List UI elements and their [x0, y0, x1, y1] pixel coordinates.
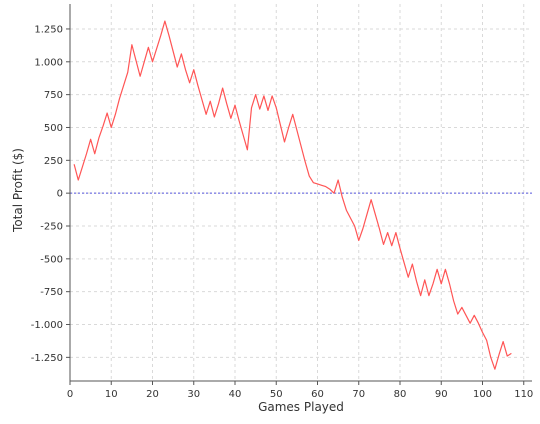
grid: [69, 4, 532, 381]
y-tick-label: -1.000: [31, 320, 63, 331]
y-tick-label: -500: [40, 254, 63, 265]
y-tick-label: 500: [44, 123, 63, 134]
x-tick-label: 100: [473, 389, 492, 400]
plot-area: [70, 4, 532, 381]
y-tick-label: 750: [44, 90, 63, 101]
y-tick-label: 1.250: [34, 24, 63, 35]
x-tick-label: 40: [229, 389, 242, 400]
axes: [66, 4, 532, 385]
x-tick-label: 0: [67, 389, 73, 400]
x-tick-label: 30: [187, 389, 200, 400]
tick-labels: 0 10 20 30 40 50 60 70 80 90 100 110 1.250 1.000 750 50…: [31, 24, 534, 400]
y-tick-label: 1.000: [34, 57, 63, 68]
x-tick-label: 10: [105, 389, 118, 400]
series-layer: [73, 20, 512, 370]
series-line: [73, 20, 512, 370]
x-axis-label: Games Played: [258, 400, 344, 414]
x-tick-label: 70: [352, 389, 365, 400]
x-tick-label: 90: [435, 389, 448, 400]
y-tick-label: -250: [40, 221, 63, 232]
x-tick-label: 20: [146, 389, 159, 400]
x-tick-label: 50: [270, 389, 283, 400]
y-axis-label: Total Profit ($): [11, 148, 25, 233]
x-tick-label: 80: [394, 389, 407, 400]
y-tick-label: -750: [40, 287, 63, 298]
y-tick-label: 0: [57, 189, 63, 200]
y-tick-label: 250: [44, 156, 63, 167]
x-tick-label: 60: [311, 389, 324, 400]
x-tick-label: 110: [514, 389, 533, 400]
y-tick-label: -1.250: [31, 353, 63, 364]
